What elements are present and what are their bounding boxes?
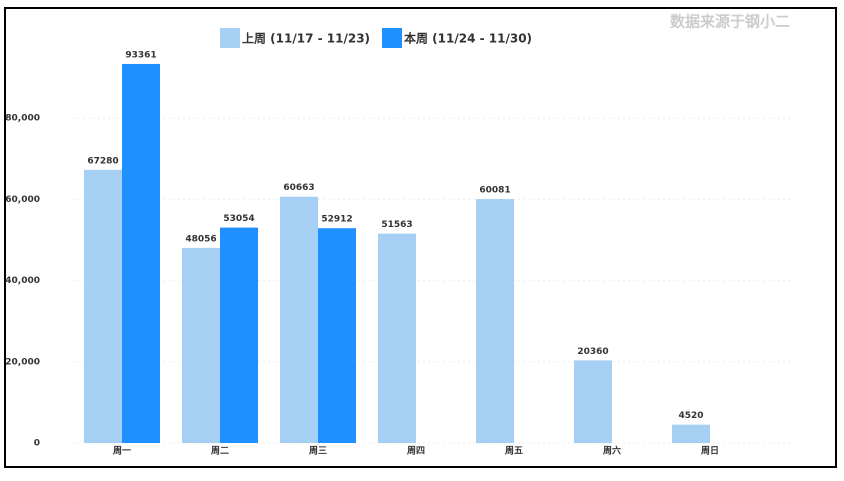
value-label: 93361 — [125, 50, 156, 60]
bar — [318, 228, 356, 443]
value-label: 67280 — [87, 156, 118, 166]
value-label: 4520 — [678, 411, 703, 421]
bar — [476, 199, 514, 443]
bar — [84, 169, 122, 443]
x-tick-label: 周三 — [309, 446, 327, 457]
bar — [574, 360, 612, 443]
value-label: 48056 — [185, 234, 216, 244]
legend-label: 上周 (11/17 - 11/23) — [242, 31, 370, 46]
y-tick-label: 80,000 — [5, 114, 40, 124]
bar — [122, 63, 160, 443]
y-tick-label: 0 — [34, 439, 40, 449]
legend-swatch — [220, 28, 240, 48]
legend-label: 本周 (11/24 - 11/30) — [404, 31, 532, 46]
y-tick-label: 40,000 — [5, 276, 40, 286]
value-label: 20360 — [577, 347, 608, 357]
value-label: 60663 — [283, 183, 314, 193]
legend-swatch — [382, 28, 402, 48]
x-tick-label: 周一 — [113, 446, 131, 457]
value-label: 51563 — [381, 220, 412, 230]
bar — [280, 196, 318, 443]
bar — [378, 233, 416, 443]
source: 数据来源于钢小二 — [670, 13, 790, 31]
value-label: 60081 — [479, 186, 510, 196]
value-label: 52912 — [321, 215, 352, 225]
bar — [182, 247, 220, 443]
bar — [220, 227, 258, 443]
bar — [672, 424, 710, 443]
x-tick-label: 周六 — [603, 445, 621, 457]
x-tick-label: 周日 — [701, 446, 719, 457]
y-tick-label: 60,000 — [5, 195, 40, 205]
x-tick-label: 周五 — [505, 446, 523, 457]
x-tick-label: 周四 — [407, 446, 425, 457]
value-label: 53054 — [223, 214, 254, 224]
x-tick-label: 周二 — [211, 446, 229, 457]
y-tick-label: 20,000 — [5, 357, 40, 367]
